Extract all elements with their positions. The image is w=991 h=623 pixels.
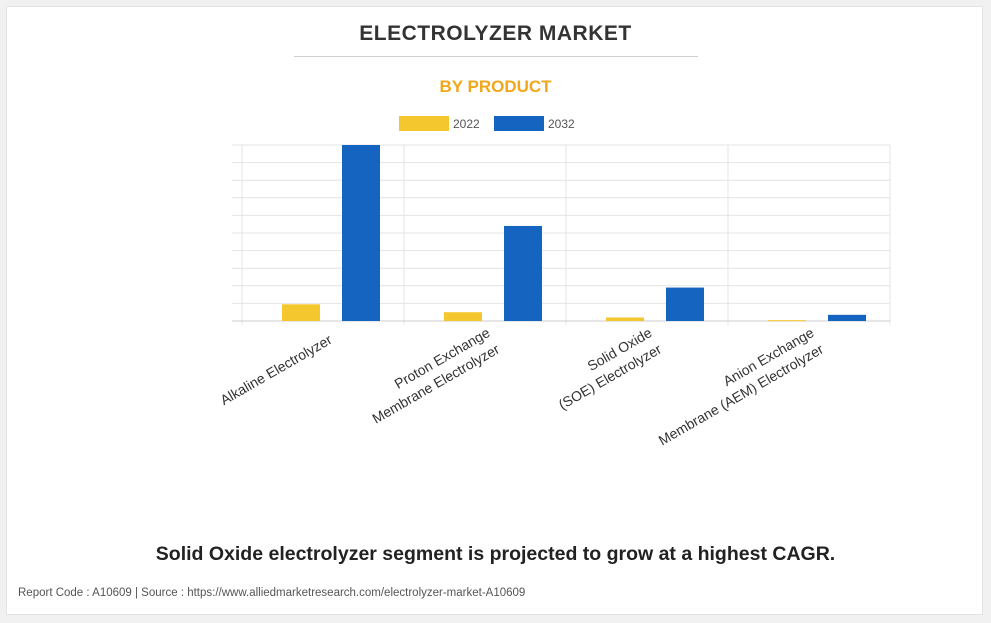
bar-2022-0 (282, 304, 320, 321)
chart-subtitle: BY PRODUCT (439, 77, 552, 96)
title-divider (294, 56, 698, 57)
category-label: Proton ExchangeMembrane Electrolyzer (360, 324, 502, 426)
bar-2032-1 (504, 225, 542, 321)
category-label: Anion ExchangeMembrane (AEM) Electrolyze… (646, 324, 826, 448)
category-label: Solid Oxide(SOE) Electrolyzer (546, 324, 664, 412)
legend-label-2032: 2032 (548, 117, 575, 131)
source-footer: Report Code : A10609 | Source : https://… (18, 587, 526, 599)
bar-2022-2 (606, 317, 644, 321)
bar-2022-3 (768, 320, 806, 322)
legend-label-2022: 2022 (453, 117, 480, 131)
bar-2022-1 (444, 312, 482, 321)
chart-card (6, 6, 983, 615)
legend-swatch-2032 (494, 116, 544, 131)
chart-headline: Solid Oxide electrolyzer segment is proj… (155, 543, 836, 565)
bar-2032-0 (342, 145, 380, 321)
legend-swatch-2022 (399, 116, 449, 131)
bar-2032-3 (828, 314, 866, 321)
category-label: Alkaline Electrolyzer (217, 331, 334, 408)
chart-title: ELECTROLYZER MARKET (359, 22, 632, 45)
bar-2032-2 (666, 287, 704, 321)
